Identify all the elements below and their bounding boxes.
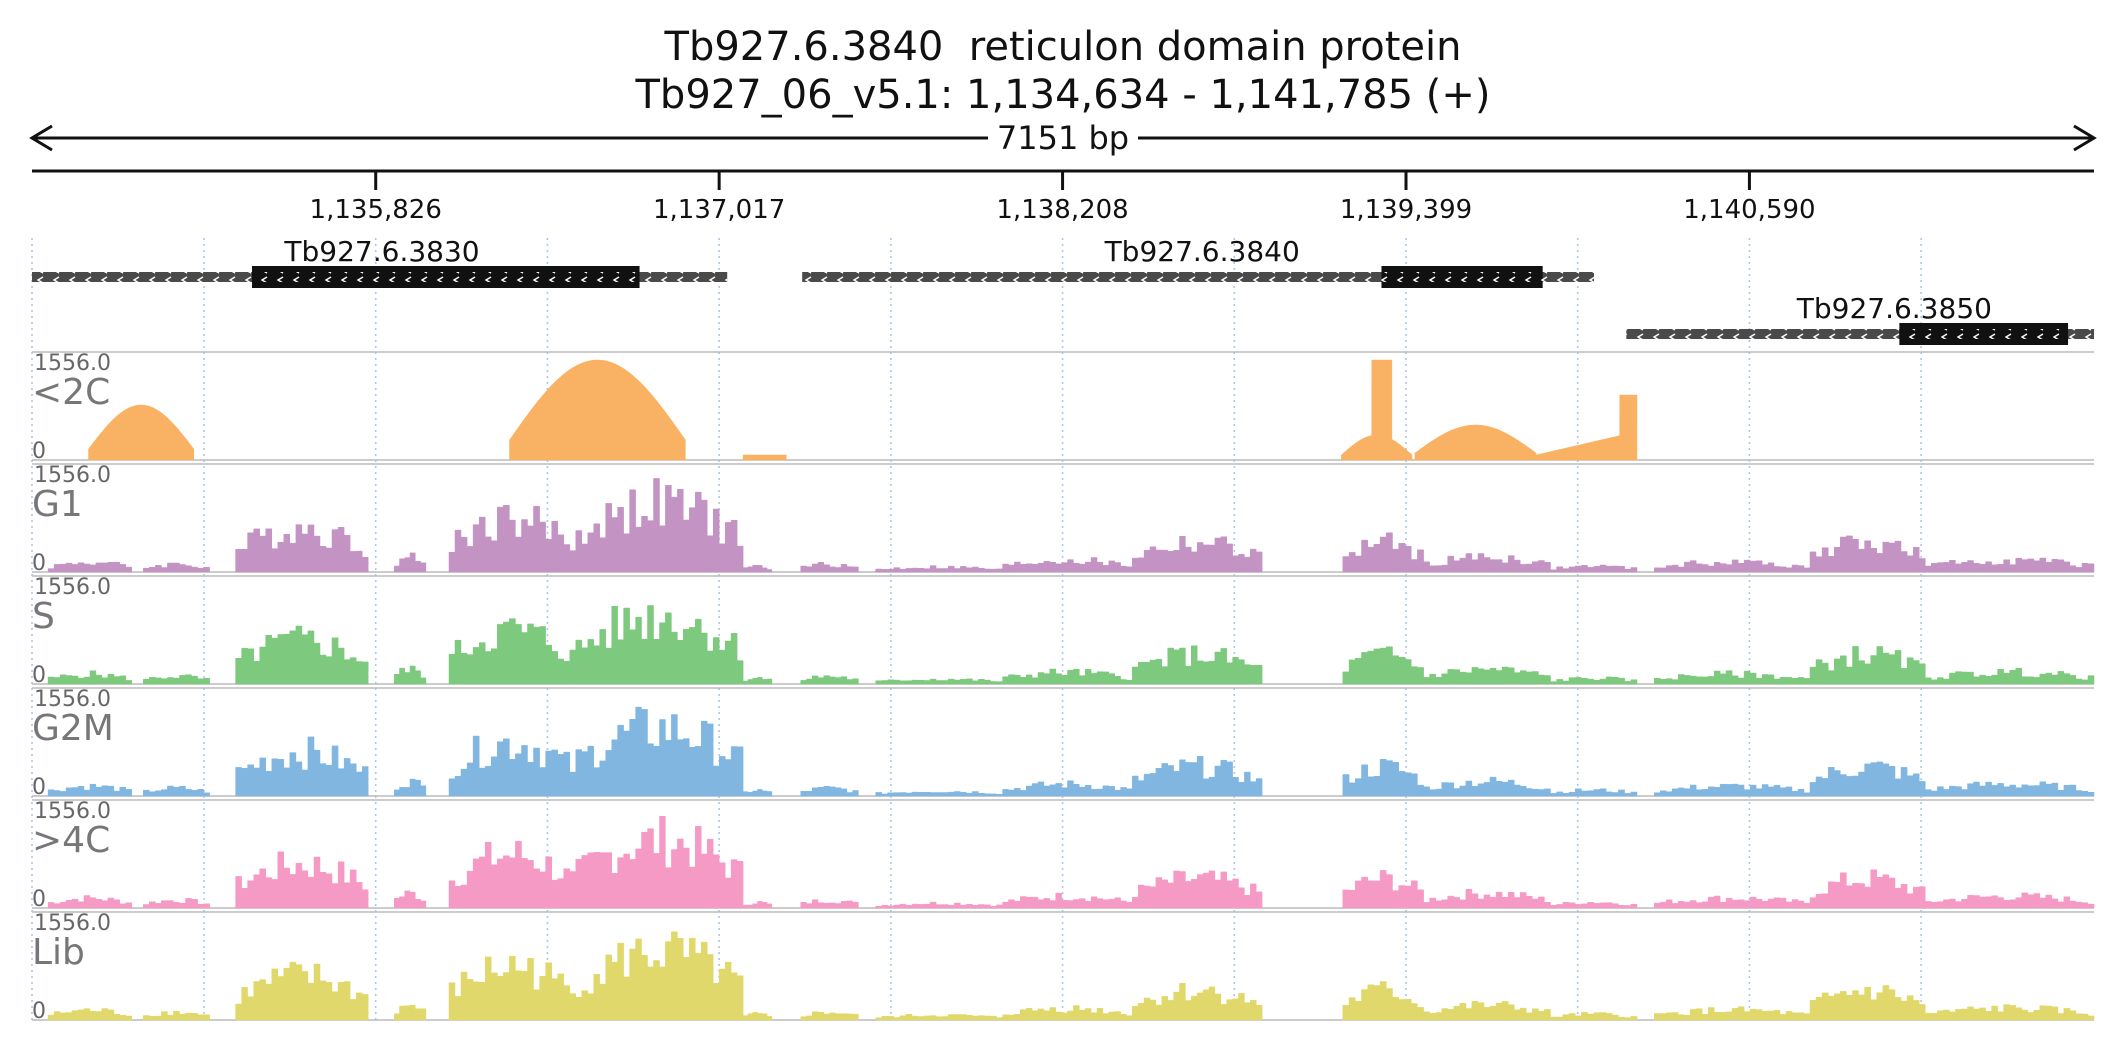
gene-title: Tb927.6.3840 reticulon domain protein (664, 24, 1462, 70)
strand-chevrons (1626, 329, 2094, 339)
coverage-area (47, 931, 2095, 1021)
ruler-tick-label: 1,137,017 (653, 195, 785, 225)
track-ymin-label: 0 (32, 999, 46, 1024)
ruler-tick-label: 1,138,208 (996, 195, 1128, 225)
track-name: G2M (32, 708, 114, 749)
ruler-tick-label: 1,139,399 (1340, 195, 1472, 225)
gene-model[interactable]: Tb927.6.3830 (32, 235, 728, 288)
ruler-tick-label: 1,135,826 (310, 195, 442, 225)
gene-model[interactable]: Tb927.6.3850 (1626, 292, 2094, 345)
length-arrow: 7151 bp (29, 119, 2097, 157)
track-name: Lib (32, 932, 85, 973)
grid-lines (31, 238, 1922, 1022)
coordinate-ruler: 1,135,826 1,137,017 1,138,208 1,139,399 1,14… (32, 169, 2094, 225)
coverage-area (47, 478, 2095, 573)
track-name: <2C (32, 372, 110, 413)
coverage-area (47, 706, 2095, 797)
ruler-tick-label: 1,140,590 (1683, 195, 1815, 225)
track-ymax-label: 1556.0 (34, 911, 111, 936)
strand-chevrons (802, 272, 1594, 282)
gene-label: Tb927.6.3850 (1796, 292, 1992, 325)
length-label: 7151 bp (997, 119, 1129, 157)
strand-chevrons (32, 272, 728, 282)
track-ymax-label: 1556.0 (34, 687, 111, 712)
coverage-track: 1556.0<2C 0 (32, 351, 2094, 464)
coverage-track: 1556.0S 0 (32, 575, 2095, 688)
gene-label: Tb927.6.3840 (1104, 235, 1300, 268)
coverage-area (47, 816, 2095, 909)
track-ymax-label: 1556.0 (34, 799, 111, 824)
track-ymin-label: 0 (32, 439, 46, 464)
locus-coordinates: Tb927_06_v5.1: 1,134,634 - 1,141,785 (+) (635, 72, 1491, 118)
track-ymax-label: 1556.0 (34, 351, 111, 376)
gene-label: Tb927.6.3830 (283, 235, 479, 268)
track-name: G1 (32, 484, 83, 525)
track-ymax-label: 1556.0 (34, 463, 111, 488)
coverage-tracks: 1556.0<2C01556.0G101556.0S01556.0G2M0155… (32, 351, 2095, 1024)
coverage-area (88, 359, 1638, 461)
track-ymin-label: 0 (32, 887, 46, 912)
coverage-area (47, 605, 2095, 685)
coverage-track: 1556.0G1 0 (32, 463, 2095, 576)
track-ymin-label: 0 (32, 551, 46, 576)
coverage-track: 1556.0>4C 0 (32, 799, 2095, 912)
gene-track: Tb927.6.3830 Tb927.6.3840 Tb927.6.3850 (32, 235, 2094, 345)
track-ymin-label: 0 (32, 663, 46, 688)
track-name: >4C (32, 820, 110, 861)
track-name: S (32, 596, 55, 637)
track-ymax-label: 1556.0 (34, 575, 111, 600)
gene-model[interactable]: Tb927.6.3840 (802, 235, 1594, 288)
track-ymin-label: 0 (32, 775, 46, 800)
